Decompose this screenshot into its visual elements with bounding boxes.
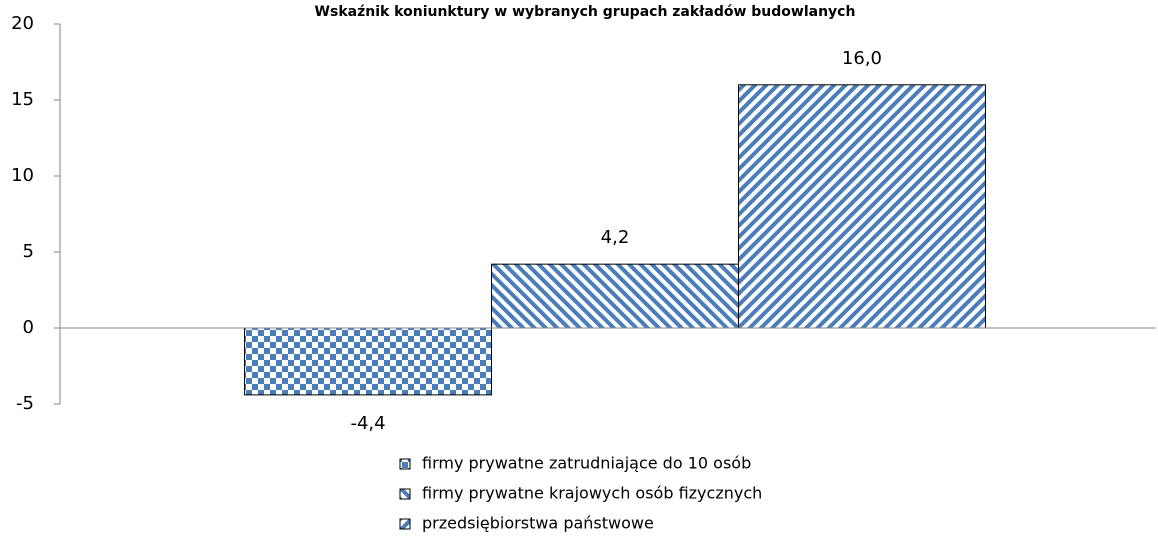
y-tick-label: 0 — [23, 317, 34, 338]
y-tick-label: 10 — [11, 165, 34, 186]
y-tick-label: 15 — [11, 89, 34, 110]
data-label: 16,0 — [842, 48, 882, 69]
legend-swatch — [399, 458, 411, 470]
chart-title: Wskaźnik koniunktury w wybranych grupach… — [315, 4, 856, 20]
legend-swatch — [399, 488, 411, 500]
data-label: 4,2 — [601, 227, 630, 248]
y-tick-label: -5 — [16, 393, 34, 414]
bar — [491, 263, 739, 329]
legend-label: firmy prywatne krajowych osób fizycznych — [422, 484, 762, 503]
y-tick-label: 20 — [11, 13, 34, 34]
legend-swatch — [399, 518, 411, 530]
legend-label: przedsiębiorstwa państwowe — [422, 514, 654, 533]
data-label: -4,4 — [350, 413, 385, 434]
bar — [737, 84, 986, 329]
bar — [244, 327, 493, 396]
legend-label: firmy prywatne zatrudniające do 10 osób — [422, 454, 751, 473]
y-tick-label: 5 — [23, 241, 34, 262]
